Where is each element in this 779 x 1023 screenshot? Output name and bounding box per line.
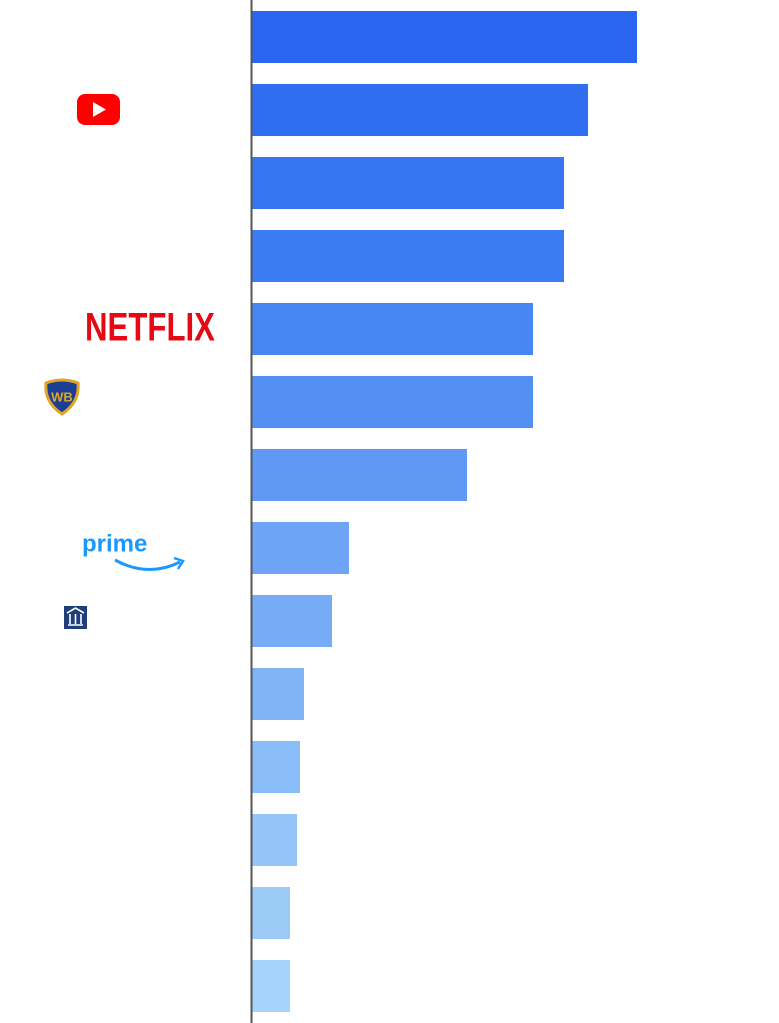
youtube-logo (77, 94, 120, 125)
bar (252, 449, 467, 501)
bar (252, 157, 564, 209)
bar (252, 814, 297, 866)
bar (252, 741, 300, 793)
bar (252, 303, 533, 355)
bar (252, 84, 588, 136)
bar (252, 960, 290, 1012)
bar (252, 522, 349, 574)
bar (252, 887, 290, 939)
netflix-logo: NETFLIX (85, 306, 215, 350)
svg-text:WB: WB (51, 389, 73, 404)
wb-logo: WB (44, 378, 80, 416)
bar (252, 668, 304, 720)
bar (252, 230, 564, 282)
service-icon (64, 606, 87, 629)
prime-logo: prime (82, 530, 185, 572)
bar (252, 11, 637, 63)
bar (252, 595, 332, 647)
bar (252, 376, 533, 428)
prime-text: prime (82, 530, 147, 557)
